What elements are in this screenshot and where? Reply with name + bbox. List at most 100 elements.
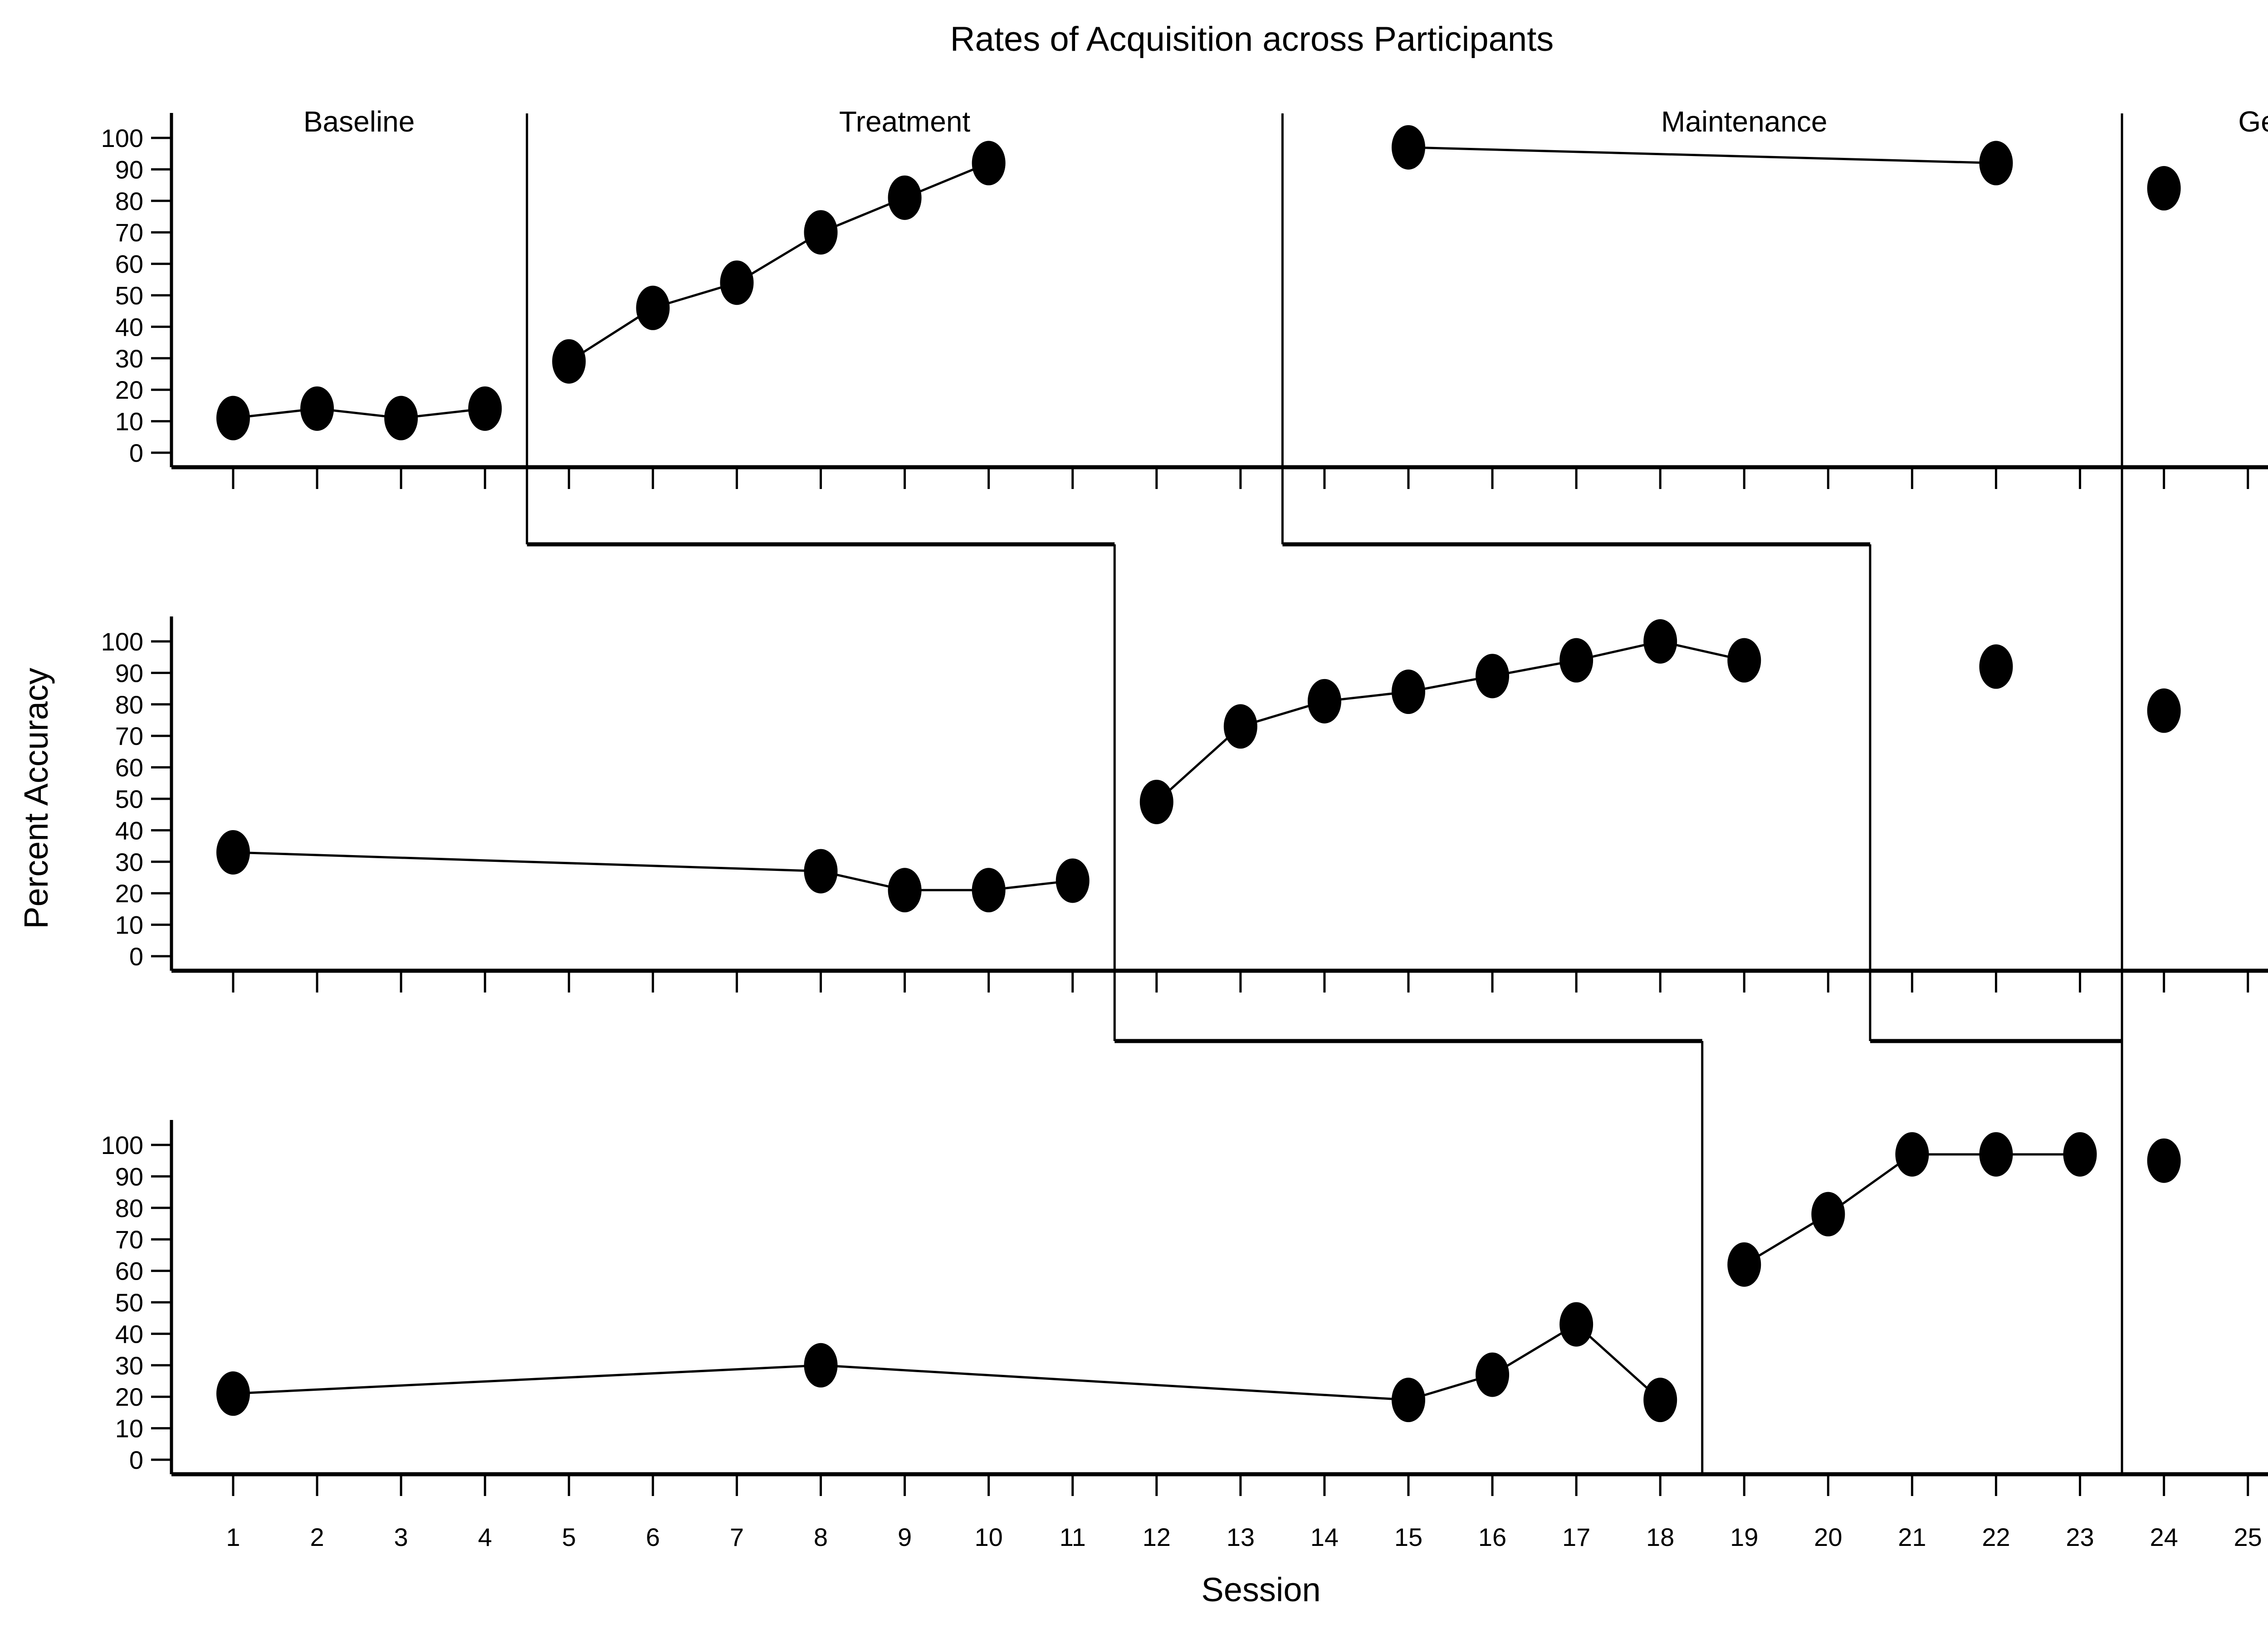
phase-label-generalization: Generalization [2238,105,2268,138]
data-point-andrew-s10 [972,141,1006,186]
session-tick-label: 9 [898,1523,912,1551]
data-point-brian-s15 [1391,670,1425,714]
data-point-brian-s18 [1643,619,1677,664]
data-point-charles-s24 [2147,1138,2181,1183]
data-line-andrew-baseline [233,407,485,420]
y-tick-label: 30 [115,344,143,373]
data-point-brian-s17 [1559,638,1593,683]
y-tick-label: 0 [129,439,143,467]
y-tick-label: 60 [115,753,143,782]
data-point-charles-s17 [1559,1302,1593,1347]
session-tick-label: 12 [1143,1523,1171,1551]
data-point-charles-s20 [1811,1192,1845,1237]
session-tick-label: 13 [1227,1523,1255,1551]
data-point-charles-s23 [2063,1132,2097,1177]
data-point-brian-s22 [1979,644,2013,689]
phase-label-baseline: Baseline [303,105,415,138]
session-tick-label: 16 [1478,1523,1506,1551]
session-tick-label: 14 [1310,1523,1339,1551]
data-point-andrew-s9 [888,175,922,220]
session-tick-label: 4 [478,1523,492,1551]
panel-charles: 0102030405060708090100Charles [101,1120,2268,1496]
y-tick-label: 80 [115,187,143,215]
y-tick-label: 20 [115,879,143,908]
data-series-brian [216,619,2181,913]
data-point-brian-s14 [1307,679,1341,724]
y-tick-label: 100 [101,627,143,656]
session-tick-label: 19 [1730,1523,1758,1551]
y-tick-label: 60 [115,250,143,279]
data-point-andrew-s24 [2147,166,2181,211]
data-point-brian-s9 [888,868,922,913]
data-point-brian-s24 [2147,688,2181,733]
data-point-charles-s22 [1979,1132,2013,1177]
y-tick-label: 70 [115,218,143,247]
session-tick-label: 21 [1898,1523,1926,1551]
session-tick-label: 23 [2066,1523,2094,1551]
y-tick-label: 20 [115,376,143,404]
phase-change-lines [526,113,2123,1474]
session-tick-label: 6 [646,1523,660,1551]
y-tick-label: 100 [101,124,143,152]
y-tick-label: 100 [101,1131,143,1159]
data-point-andrew-s3 [384,396,418,440]
data-point-andrew-s7 [720,260,754,305]
data-point-brian-s8 [804,849,838,894]
y-tick-label: 70 [115,722,143,750]
data-series-andrew [216,125,2181,440]
y-tick-label: 20 [115,1383,143,1411]
data-point-charles-s16 [1476,1352,1510,1397]
data-point-andrew-s4 [468,386,502,431]
data-point-brian-s10 [972,868,1006,913]
session-tick-label: 18 [1646,1523,1674,1551]
session-tick-label: 24 [2150,1523,2178,1551]
session-tick-label: 11 [1060,1523,1086,1551]
data-point-brian-s16 [1476,654,1510,699]
data-point-andrew-s22 [1979,141,2013,186]
y-tick-label: 90 [115,659,143,687]
y-tick-label: 50 [115,281,143,310]
session-tick-label: 17 [1562,1523,1590,1551]
chart-title: Rates of Acquisition across Participants [950,20,1554,59]
y-tick-label: 90 [115,155,143,184]
y-tick-label: 60 [115,1257,143,1286]
data-point-brian-s19 [1727,638,1761,683]
data-point-brian-s1 [216,830,250,875]
data-point-andrew-s15 [1391,125,1425,170]
y-tick-label: 90 [115,1162,143,1191]
data-line-andrew-maintenance [1408,146,1996,165]
y-tick-label: 70 [115,1225,143,1254]
data-point-charles-s21 [1895,1132,1929,1177]
y-tick-label: 50 [115,785,143,813]
data-point-brian-s13 [1223,704,1257,749]
data-point-andrew-s8 [804,210,838,255]
data-point-charles-s19 [1727,1242,1761,1287]
session-tick-label: 15 [1394,1523,1422,1551]
phase-label-treatment: Treatment [839,105,971,138]
data-point-brian-s11 [1056,858,1090,903]
data-point-andrew-s1 [216,396,250,440]
phase-label-maintenance: Maintenance [1661,105,1827,138]
y-tick-label: 0 [129,942,143,971]
data-line-charles-baseline [233,1323,1661,1401]
session-tick-label: 25 [2234,1523,2262,1551]
session-tick-label: 22 [1982,1523,2010,1551]
session-tick-label: 10 [974,1523,1002,1551]
data-point-andrew-s2 [300,386,334,431]
session-tick-label: 20 [1814,1523,1842,1551]
data-point-andrew-s6 [636,285,670,330]
session-tick-label: 8 [814,1523,828,1551]
y-tick-label: 80 [115,690,143,719]
y-tick-label: 30 [115,1351,143,1380]
x-axis-title: Session [1201,1571,1320,1609]
session-tick-label: 5 [562,1523,576,1551]
data-point-charles-s15 [1391,1378,1425,1423]
y-tick-label: 40 [115,313,143,341]
data-point-charles-s8 [804,1343,838,1388]
data-series-charles [216,1132,2181,1423]
data-point-charles-s18 [1643,1378,1677,1423]
session-tick-label: 1 [226,1523,240,1551]
